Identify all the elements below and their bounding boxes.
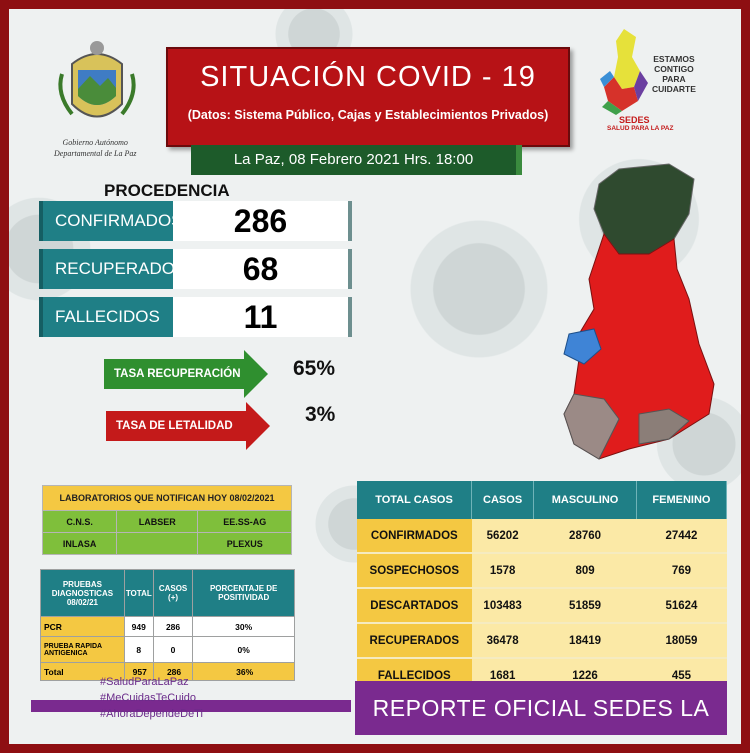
date-line: La Paz, 08 Febrero 2021 Hrs. 18:00 — [191, 145, 522, 175]
table-cell: C.N.S. — [41, 510, 118, 533]
title-banner: SITUACIÓN COVID - 19 (Datos: Sistema Púb… — [166, 47, 570, 147]
table-cell: 51859 — [533, 588, 637, 624]
table-cell: PLEXUS — [197, 532, 292, 555]
stat-value: 11 — [173, 297, 352, 337]
stat-value: 68 — [173, 249, 352, 289]
table-header: MASCULINO — [533, 481, 637, 519]
footer-banner: REPORTE OFICIAL SEDES LA PAZ — [355, 681, 727, 735]
stat-label: CONFIRMADOS — [39, 201, 183, 241]
table-row: DESCARTADOS 103483 51859 51624 — [357, 588, 727, 624]
table-cell: 1578 — [471, 553, 534, 589]
table-cell: RECUPERADOS — [357, 623, 472, 659]
hashtag: #MeCuidasTeCuido — [100, 692, 196, 704]
hashtag-bar — [31, 700, 351, 712]
table-cell: 103483 — [471, 588, 534, 624]
table-cell: PRUEBA RAPIDA ANTIGENICA — [40, 636, 125, 663]
table-cell: PCR — [40, 616, 125, 637]
table-cell: 957 — [123, 662, 154, 681]
table-cell: 56202 — [471, 519, 534, 554]
tasa-letalidad-value: 3% — [305, 403, 336, 426]
table-cell: LABSER — [116, 510, 199, 533]
table-cell: EE.SS-AG — [197, 510, 292, 533]
tasa-recuperacion-arrow: TASA RECUPERACIÓN — [104, 350, 268, 398]
table-row: SOSPECHOSOS 1578 809 769 — [357, 553, 727, 589]
total-casos-table: TOTAL CASOS CASOS MASCULINO FEMENINO CON… — [357, 481, 728, 694]
table-cell: 51624 — [636, 588, 727, 624]
table-cell: SOSPECHOSOS — [357, 553, 472, 589]
table-cell: 18059 — [636, 623, 727, 659]
virus-bg-icon — [399, 209, 559, 369]
table-cell: 809 — [533, 553, 637, 589]
sedes-sub: SALUD PARA LA PAZ — [607, 125, 674, 132]
table-cell: 0% — [192, 636, 295, 663]
stat-fallecidos: FALLECIDOS 11 — [39, 297, 352, 337]
laboratorios-title: LABORATORIOS QUE NOTIFICAN HOY 08/02/202… — [42, 485, 292, 511]
stat-label: FALLECIDOS — [39, 297, 179, 337]
table-cell: 30% — [192, 616, 295, 637]
la-paz-department-map-icon — [563, 163, 715, 460]
table-cell: Total — [40, 662, 125, 681]
hashtags: #SaludParaLaPaz #MeCuidasTeCuido #AhoraD… — [100, 674, 203, 722]
pruebas-table: PRUEBAS DIAGNOSTICAS 08/02/21 TOTAL CASO… — [40, 569, 295, 681]
stat-confirmados: CONFIRMADOS 286 — [39, 201, 352, 241]
table-cell: 286 — [152, 662, 194, 681]
table-cell: 8 — [123, 636, 154, 663]
table-cell: DESCARTADOS — [357, 588, 472, 624]
laboratorios-table: LABORATORIOS QUE NOTIFICAN HOY 08/02/202… — [41, 485, 292, 555]
stat-value: 286 — [173, 201, 352, 241]
table-cell: 949 — [123, 616, 154, 637]
stat-label: RECUPERADOS — [39, 249, 186, 289]
table-cell: 36478 — [471, 623, 534, 659]
stat-recuperados: RECUPERADOS 68 — [39, 249, 352, 289]
tasa-recuperacion-value: 65% — [293, 357, 336, 380]
table-header: FEMENINO — [636, 481, 728, 519]
procedencia-title: PROCEDENCIA — [104, 181, 230, 200]
table-cell: 27442 — [636, 519, 727, 554]
table-cell: CONFIRMADOS — [357, 519, 472, 554]
table-cell: 769 — [636, 553, 727, 589]
page-title: SITUACIÓN COVID - 19 — [200, 61, 536, 93]
table-cell: 28760 — [533, 519, 637, 554]
table-header: CASOS (+) — [152, 569, 194, 617]
table-header: PORCENTAJE DE POSITIVIDAD — [192, 569, 295, 617]
page-subtitle: (Datos: Sistema Público, Cajas y Estable… — [187, 108, 549, 122]
table-header: PRUEBAS DIAGNOSTICAS 08/02/21 — [40, 569, 125, 617]
sedes-name: SEDES — [619, 115, 650, 125]
sedes-tagline: ESTAMOS CONTIGO PARA CUIDARTE — [652, 54, 696, 94]
table-header: TOTAL CASOS — [357, 481, 473, 519]
table-cell: 0 — [152, 636, 194, 663]
table-cell — [116, 532, 199, 555]
hashtag: #SaludParaLaPaz — [100, 676, 189, 688]
hashtag: #AhoraDependeDeTi — [100, 708, 203, 720]
table-header: CASOS — [471, 481, 535, 519]
table-cell: INLASA — [41, 532, 118, 555]
gobierno-logo-text: Gobierno Autónomo Departamental de La Pa… — [54, 138, 137, 158]
table-cell: 286 — [152, 616, 194, 637]
table-header: TOTAL — [123, 569, 154, 617]
gobierno-shield-icon — [58, 41, 136, 118]
table-cell: 36% — [192, 662, 295, 681]
poster: Gobierno Autónomo Departamental de La Pa… — [9, 9, 741, 744]
table-row: RECUPERADOS 36478 18419 18059 — [357, 623, 727, 659]
tasa-letalidad-arrow: TASA DE LETALIDAD — [106, 402, 270, 450]
table-cell: 18419 — [533, 623, 637, 659]
sedes-map-logo-icon — [600, 29, 648, 115]
table-row: CONFIRMADOS 56202 28760 27442 — [357, 519, 727, 554]
